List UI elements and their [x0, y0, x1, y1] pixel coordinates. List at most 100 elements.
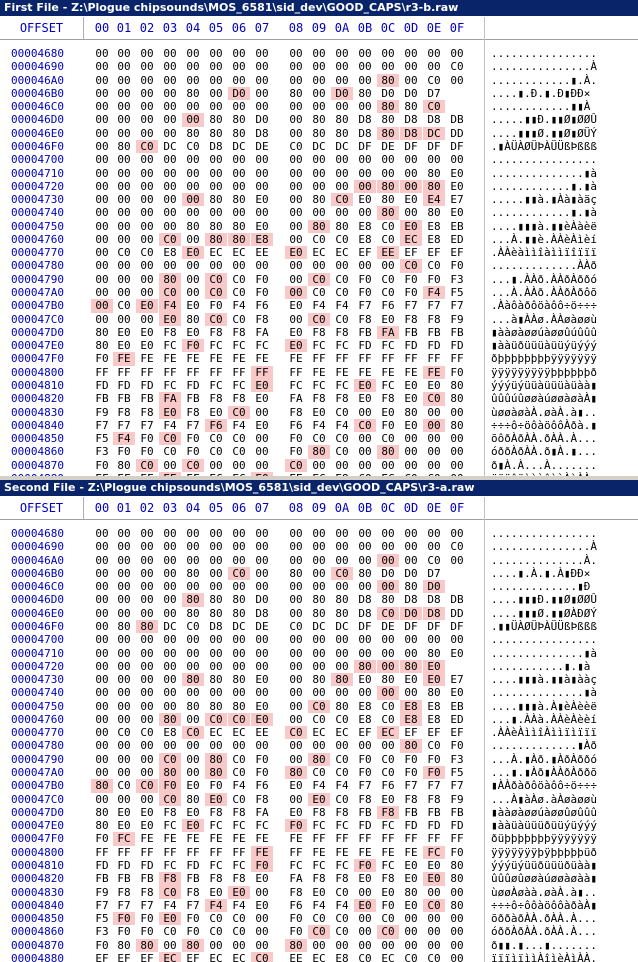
hex-byte[interactable]: FF [209, 845, 223, 859]
hex-byte[interactable]: DC [232, 139, 246, 153]
hex-byte[interactable]: FF [95, 845, 109, 859]
hex-byte[interactable]: C0 [186, 619, 200, 633]
ascii-text[interactable]: ..............À. [491, 553, 597, 567]
hex-byte[interactable]: 00 [95, 646, 109, 660]
hex-byte[interactable]: C0 [381, 272, 395, 286]
hex-row[interactable]: 00004690 00 00 00 00 00 00 00 00 00 00 00 00 00 00 00 C0… [0, 540, 638, 553]
hex-row[interactable]: 000046F0 00 80 80 DC C0 D8 DC DE C0 DC DC DF DE DF DF DF… [0, 619, 638, 634]
hex-byte[interactable]: EF [91, 472, 113, 476]
hex-byte[interactable]: 00 [95, 593, 109, 607]
hex-byte[interactable]: FF [381, 832, 395, 846]
hex-byte[interactable]: 00 [255, 925, 269, 939]
hex-byte[interactable]: 00 [140, 206, 154, 220]
hex-byte[interactable]: FC [255, 819, 269, 833]
hex-row[interactable]: 00004820 FB FB FB FA FB F8 F8 E0 FA F8 F8 E0 F8 E0 C0 80… [0, 392, 638, 406]
hex-byte[interactable]: C0 [312, 432, 326, 446]
hex-byte[interactable]: FC [209, 339, 223, 353]
hex-byte[interactable]: EE [255, 726, 269, 740]
hex-byte[interactable]: C0 [423, 472, 445, 476]
hex-byte[interactable]: 00 [232, 166, 246, 180]
ascii-text[interactable]: .ÀÀèàììîàììïîïïï [491, 246, 597, 260]
hex-byte[interactable]: 00 [95, 726, 109, 740]
hex-byte[interactable]: 00 [232, 73, 246, 87]
hex-byte[interactable]: FE [255, 832, 269, 846]
hex-byte[interactable]: 00 [117, 580, 131, 594]
hex-byte[interactable]: 00 [289, 60, 303, 74]
hex-row[interactable]: 000046B0 00 00 00 00 80 00 D0 00 80 00 D0 80 D0 D0 D7..… [0, 86, 638, 101]
hex-byte[interactable]: 80 [182, 673, 204, 687]
hex-byte[interactable]: EB [450, 219, 464, 233]
hex-byte[interactable]: 80 [209, 113, 223, 127]
hex-byte[interactable]: FC [255, 339, 269, 353]
hex-byte[interactable]: 80 [335, 593, 349, 607]
hex-byte[interactable]: F4 [312, 898, 326, 912]
hex-byte[interactable]: F0 [186, 912, 200, 926]
hex-byte[interactable]: 00 [117, 286, 131, 300]
hex-byte[interactable]: 00 [117, 179, 131, 193]
hex-byte[interactable]: FF [117, 845, 131, 859]
hex-byte[interactable]: 00 [140, 766, 154, 780]
hex-byte[interactable]: F8 [335, 805, 349, 819]
ascii-text[interactable]: ....▮▮▮Ð.▮▮Ø▮ØØÛ [491, 593, 597, 607]
hex-byte[interactable]: C0 [209, 925, 223, 939]
second-file-pane[interactable]: Second File - Z:\Plogue chipsounds\MOS_6… [0, 480, 638, 962]
hex-byte[interactable]: E0 [404, 392, 418, 406]
hex-byte[interactable]: 00 [117, 792, 131, 806]
hex-byte[interactable]: 00 [140, 566, 154, 580]
hex-byte[interactable]: 00 [140, 580, 154, 594]
hex-byte[interactable]: E0 [182, 246, 204, 260]
hex-byte[interactable]: DE [255, 619, 269, 633]
ascii-text[interactable]: ...À.ÀÀð.ÀÀðÀðôõ [491, 286, 597, 300]
hex-byte[interactable]: 00 [358, 925, 372, 939]
hex-byte[interactable]: FD [140, 859, 154, 872]
hex-byte[interactable]: C0 [335, 312, 349, 326]
hex-byte[interactable]: 00 [95, 153, 109, 167]
hex-byte[interactable]: E8 [427, 219, 441, 233]
hex-byte[interactable]: E0 [205, 792, 227, 806]
hex-byte[interactable]: E8 [335, 951, 349, 962]
hex-byte[interactable]: EF [404, 726, 418, 740]
hex-byte[interactable]: FD [358, 819, 372, 833]
hex-byte[interactable]: C0 [381, 912, 395, 926]
hex-byte[interactable]: 00 [95, 792, 109, 806]
hex-byte[interactable]: FC [335, 379, 349, 392]
hex-byte[interactable]: FF [163, 365, 177, 379]
hex-byte[interactable]: 00 [289, 312, 303, 326]
hex-byte[interactable]: 00 [335, 166, 349, 180]
hex-byte[interactable]: 00 [140, 606, 154, 620]
hex-byte[interactable]: 00 [117, 606, 131, 620]
hex-row[interactable]: 00004710 00 00 00 00 00 00 00 00 00 00 00 00 00 00 80 E0… [0, 647, 638, 660]
ascii-text[interactable]: ...........▮.▮à [491, 659, 591, 673]
hex-byte[interactable]: 00 [186, 633, 200, 647]
hex-byte[interactable]: C0 [232, 792, 246, 806]
hex-byte[interactable]: 00 [163, 553, 177, 567]
hex-byte[interactable]: F8 [209, 872, 223, 886]
ascii-text[interactable]: ....▮▮▮à.À▮èÀèèë [491, 699, 597, 713]
hex-byte[interactable]: C0 [335, 912, 349, 926]
hex-row[interactable]: 00004750 00 00 00 00 80 80 80 E0 00 80 80 E8 C0 E0 E8 EB… [0, 219, 638, 233]
hex-byte[interactable]: F7 [117, 898, 131, 912]
hex-byte[interactable]: C0 [427, 553, 441, 567]
hex-byte[interactable]: 00 [312, 206, 326, 220]
hex-byte[interactable]: 00 [117, 646, 131, 660]
hex-row[interactable]: 00004720 00 00 00 00 00 00 00 00 00 00 00 80 00 80 E0..… [0, 659, 638, 674]
ascii-text[interactable]: õôðÀðÀÀ.ðÀÀ.À... [491, 432, 597, 446]
hex-byte[interactable]: 00 [140, 272, 154, 286]
hex-byte[interactable]: E0 [450, 179, 464, 193]
hex-byte[interactable]: E0 [312, 885, 326, 899]
hex-byte[interactable]: FF [232, 845, 246, 859]
hex-byte[interactable]: 00 [140, 686, 154, 700]
hex-byte[interactable]: 00 [186, 259, 200, 273]
hex-row[interactable]: 00004710 00 00 00 00 00 00 00 00 00 00 00 00 00 00 80 E0… [0, 167, 638, 180]
hex-byte[interactable]: 00 [335, 739, 349, 753]
hex-byte[interactable]: 80 [335, 606, 349, 620]
hex-byte[interactable]: 00 [358, 47, 372, 60]
hex-byte[interactable]: F0 [182, 339, 204, 353]
hex-byte[interactable]: 00 [381, 938, 395, 952]
hex-byte[interactable]: FF [163, 845, 177, 859]
hex-byte[interactable]: 00 [358, 686, 372, 700]
hex-byte[interactable]: 00 [255, 86, 269, 100]
hex-byte[interactable]: 00 [427, 885, 441, 899]
hex-byte[interactable]: 00 [427, 912, 441, 926]
hex-byte[interactable]: C0 [209, 432, 223, 446]
